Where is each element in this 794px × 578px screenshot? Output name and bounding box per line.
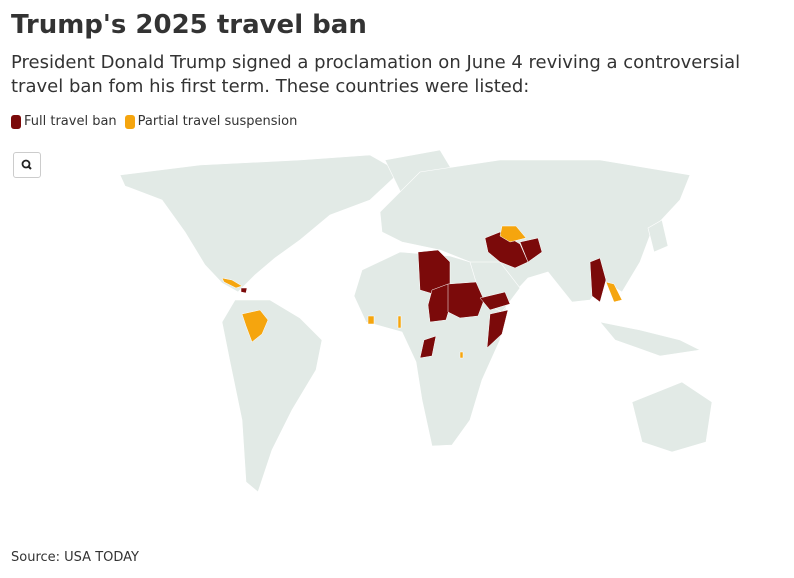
- legend-swatch: [124, 114, 135, 129]
- country: [367, 315, 375, 325]
- source: Source: USA TODAY: [11, 550, 139, 565]
- legend-item: Partial travel suspension: [124, 114, 298, 129]
- legend-swatch: [11, 114, 21, 129]
- subtitle: President Donald Trump signed a proclama…: [11, 52, 741, 73]
- subtitle: travel ban fom his first term. These cou…: [11, 76, 530, 97]
- country: [519, 237, 543, 263]
- country: [486, 309, 509, 349]
- country: [459, 351, 464, 359]
- legend-label: Full travel ban: [24, 114, 117, 129]
- world-map: [119, 149, 713, 493]
- country: [397, 315, 402, 329]
- country: [605, 281, 623, 303]
- country: [419, 335, 437, 359]
- country: [447, 281, 485, 319]
- country: [241, 309, 269, 343]
- country: [221, 277, 243, 289]
- title: Trump's 2025 travel ban: [11, 10, 367, 40]
- zoom-button[interactable]: [13, 152, 41, 178]
- zoom-icon: [21, 159, 32, 170]
- legend-item: Full travel ban: [11, 114, 117, 129]
- country: [240, 287, 248, 294]
- country: [589, 257, 607, 303]
- country: [499, 225, 527, 243]
- legend-label: Partial travel suspension: [137, 114, 298, 129]
- land: [119, 149, 713, 493]
- country: [479, 291, 511, 311]
- legend: Full travel ban Partial travel suspensio…: [11, 114, 297, 129]
